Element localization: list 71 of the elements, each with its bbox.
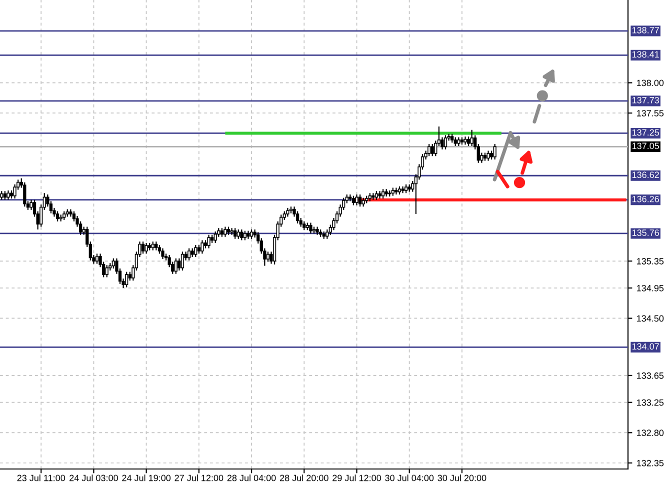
candlestick — [194, 244, 198, 258]
candlestick — [112, 258, 116, 270]
candlestick — [470, 129, 474, 147]
candlestick — [240, 228, 244, 241]
candlestick — [243, 230, 247, 241]
x-tick-label: 24 Jul 03:00 — [70, 474, 118, 482]
x-tick-label: 30 Jul 04:00 — [385, 474, 434, 482]
candlestick — [430, 143, 434, 157]
x-tick-label: 27 Jul 12:00 — [174, 474, 224, 482]
x-tick-label: 29 Jul 12:00 — [332, 474, 381, 482]
candlestick — [486, 150, 490, 162]
candlestick — [493, 143, 496, 160]
x-tick-label: 24 Jul 19:00 — [122, 474, 171, 482]
y-tick-label: 138.00 — [637, 80, 664, 86]
candlestick — [56, 210, 60, 222]
y-tick-label: 132.80 — [637, 430, 664, 436]
candlestick — [266, 251, 270, 262]
candlestick — [444, 134, 448, 150]
ref-line-label: 136.62 — [632, 172, 659, 178]
ref-line-label: 137.05 — [632, 142, 659, 150]
y-tick-label: 137.55 — [637, 110, 664, 116]
candlestick — [200, 240, 204, 254]
x-tick-label: 28 Jul 20:00 — [280, 474, 328, 482]
ref-line-label: 137.25 — [632, 129, 659, 136]
candlestick — [178, 258, 181, 272]
candlestick — [30, 199, 33, 210]
candlestick — [352, 195, 356, 206]
candlestick — [144, 242, 148, 254]
y-tick-label: 133.65 — [637, 372, 664, 379]
candlestick — [141, 241, 145, 254]
ref-line-label: 138.77 — [632, 26, 659, 34]
candlestick — [230, 228, 234, 236]
candlestick — [207, 234, 210, 249]
candlestick — [428, 143, 431, 157]
ref-line-label: 135.76 — [632, 230, 659, 236]
ref-line-label: 136.26 — [632, 196, 659, 202]
candlestick — [180, 251, 184, 272]
candlestick — [378, 190, 382, 200]
ref-line-label: 134.07 — [632, 343, 659, 350]
candlestick — [161, 248, 164, 260]
y-tick-label: 134.95 — [637, 284, 664, 292]
y-tick-label: 134.50 — [637, 315, 664, 322]
candlestick — [174, 258, 178, 274]
candlestick — [105, 264, 108, 278]
candlestick — [23, 182, 26, 208]
candlestick — [236, 228, 240, 240]
x-tick-label: 30 Jul 20:00 — [438, 474, 486, 482]
candlestick — [95, 253, 99, 264]
candlestick — [214, 230, 217, 244]
y-tick-label: 133.25 — [637, 399, 664, 406]
candlestick — [309, 222, 312, 234]
candlestick — [234, 228, 237, 240]
candlestick — [296, 210, 300, 224]
candlestick — [187, 248, 191, 261]
candlestick — [125, 271, 128, 288]
x-tick-label: 23 Jul 11:00 — [17, 474, 66, 482]
ref-line-label: 138.41 — [632, 51, 659, 58]
candlestick — [326, 228, 329, 240]
candlestick — [250, 228, 254, 240]
candlestick — [13, 184, 16, 200]
y-tick-label: 132.35 — [637, 460, 664, 466]
candlestick — [355, 194, 358, 206]
candlestick — [381, 188, 385, 200]
x-tick-label: 28 Jul 04:00 — [227, 474, 276, 482]
candlestick — [466, 136, 470, 147]
candlestick — [224, 226, 227, 238]
candlestick — [394, 187, 398, 196]
candlestick — [6, 190, 10, 200]
candlestick — [358, 194, 362, 208]
y-tick-label: 135.35 — [637, 258, 664, 264]
ref-line-label: 137.73 — [632, 96, 659, 104]
